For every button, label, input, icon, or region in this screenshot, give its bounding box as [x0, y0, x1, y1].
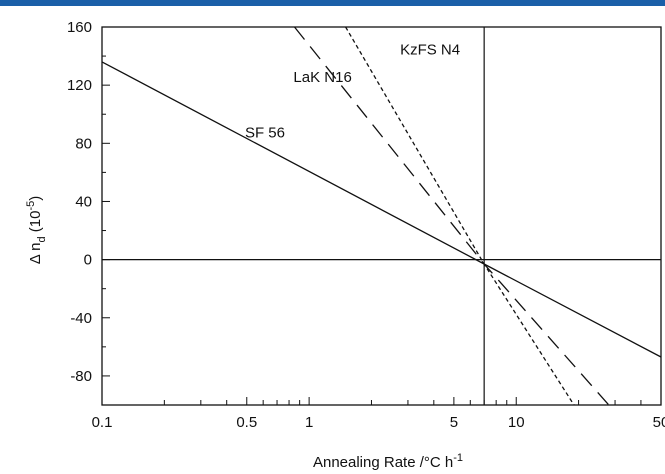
x-axis-title-superscript: -1 — [453, 452, 463, 464]
y-tick-label: 160 — [67, 19, 92, 36]
x-axis-title-main: Annealing Rate /°C h — [313, 454, 453, 471]
series-line-kzfs-n4 — [345, 26, 575, 406]
x-axis-title: Annealing Rate /°C h-1 — [313, 452, 463, 471]
y-axis-title-unit-suffix: ) — [27, 196, 44, 201]
x-tick-label: 10 — [508, 414, 525, 431]
y-tick-label: 0 — [84, 252, 92, 269]
reference-lines — [102, 27, 661, 405]
plot-frame — [101, 26, 662, 406]
series-label-sf-56: SF 56 — [245, 124, 285, 141]
x-tick-label: 5 — [450, 414, 458, 431]
top-accent-bar — [0, 0, 665, 6]
y-tick-label: -40 — [70, 310, 92, 327]
y-axis-ticks: -80 -40 0 40 80 120 160 — [67, 19, 110, 406]
y-axis-title: Δ nd (10-5) — [25, 196, 48, 264]
x-axis-ticks: 0.1 0.5 1 5 10 50 — [92, 397, 665, 431]
y-axis-title-subscript: d — [36, 236, 48, 242]
y-axis-title-unit-exponent: -5 — [25, 201, 37, 211]
y-axis-title-main: Δ n — [27, 243, 44, 265]
x-tick-label: 0.5 — [236, 414, 257, 431]
y-tick-label: 120 — [67, 77, 92, 94]
series-lines — [101, 26, 662, 406]
y-axis-title-unit-prefix: (10 — [27, 211, 44, 237]
series-label-kzfs-n4: KzFS N4 — [400, 42, 460, 59]
x-tick-label: 1 — [305, 414, 313, 431]
series-label-lak-n16: LaK N16 — [293, 69, 351, 86]
plot-border — [101, 26, 662, 406]
y-tick-label: 40 — [75, 193, 92, 210]
series-line-sf-56 — [101, 61, 662, 358]
y-tick-label: -80 — [70, 368, 92, 385]
x-tick-label: 50 — [653, 414, 665, 431]
x-tick-label: 0.1 — [92, 414, 113, 431]
y-tick-label: 80 — [75, 135, 92, 152]
series-labels: SF 56 LaK N16 KzFS N4 — [245, 42, 460, 142]
